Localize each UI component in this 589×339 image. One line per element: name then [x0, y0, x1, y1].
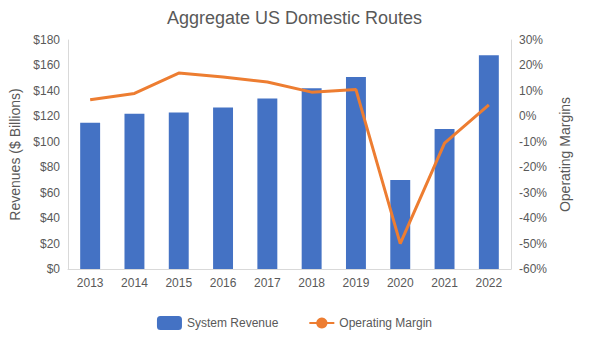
svg-text:System Revenue: System Revenue — [187, 316, 279, 330]
svg-text:Operating Margins: Operating Margins — [557, 97, 573, 212]
svg-text:$40: $40 — [40, 211, 60, 225]
svg-text:0%: 0% — [519, 109, 537, 123]
svg-text:-50%: -50% — [519, 237, 547, 251]
svg-text:2022: 2022 — [475, 276, 502, 290]
svg-text:2020: 2020 — [387, 276, 414, 290]
svg-text:2015: 2015 — [165, 276, 192, 290]
svg-text:Revenues ($ Billions): Revenues ($ Billions) — [7, 88, 23, 220]
svg-text:30%: 30% — [519, 33, 543, 47]
svg-text:-20%: -20% — [519, 160, 547, 174]
svg-text:$180: $180 — [33, 33, 60, 47]
svg-text:$160: $160 — [33, 58, 60, 72]
svg-text:$80: $80 — [40, 160, 60, 174]
svg-text:$60: $60 — [40, 186, 60, 200]
svg-text:$120: $120 — [33, 109, 60, 123]
svg-text:2018: 2018 — [298, 276, 325, 290]
svg-text:2019: 2019 — [343, 276, 370, 290]
svg-text:-10%: -10% — [519, 135, 547, 149]
svg-text:20%: 20% — [519, 58, 543, 72]
svg-text:$140: $140 — [33, 84, 60, 98]
svg-text:2017: 2017 — [254, 276, 281, 290]
svg-text:-40%: -40% — [519, 211, 547, 225]
svg-text:2021: 2021 — [431, 276, 458, 290]
svg-text:Aggregate US Domestic Routes: Aggregate US Domestic Routes — [167, 8, 422, 28]
svg-text:$100: $100 — [33, 135, 60, 149]
svg-text:-30%: -30% — [519, 186, 547, 200]
svg-text:$20: $20 — [40, 237, 60, 251]
svg-text:-60%: -60% — [519, 262, 547, 276]
svg-text:2013: 2013 — [77, 276, 104, 290]
svg-text:10%: 10% — [519, 84, 543, 98]
svg-text:$0: $0 — [47, 262, 61, 276]
svg-text:Operating Margin: Operating Margin — [339, 316, 432, 330]
svg-text:2016: 2016 — [210, 276, 237, 290]
svg-text:2014: 2014 — [121, 276, 148, 290]
